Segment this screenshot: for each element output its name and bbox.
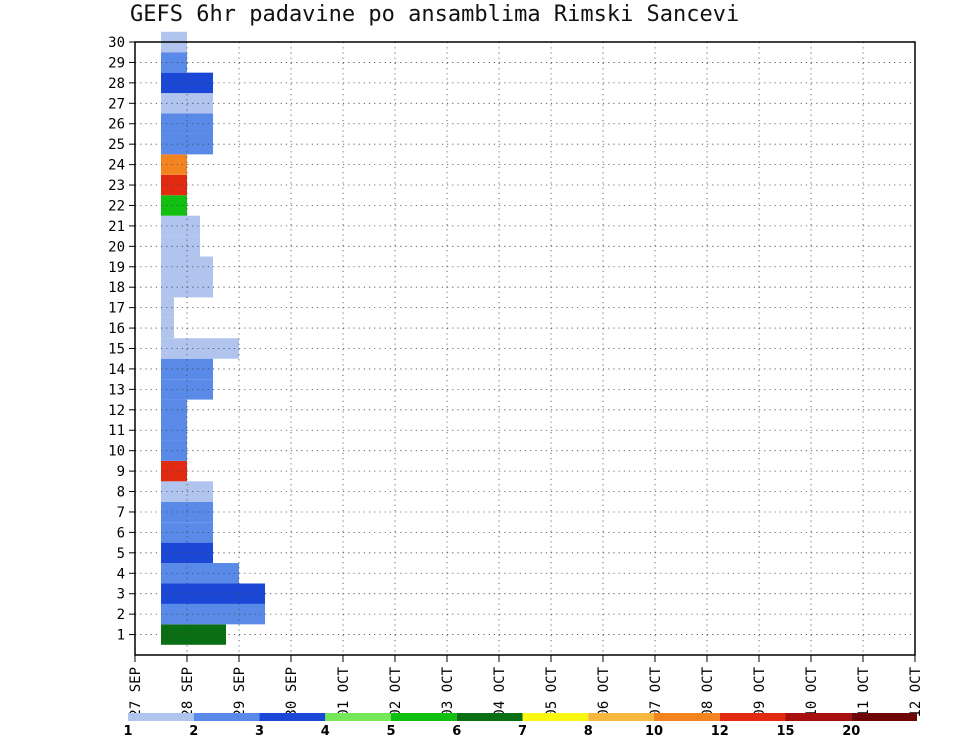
legend-label: 15 xyxy=(776,724,794,739)
y-tick-label: 22 xyxy=(108,198,125,214)
legend-swatch xyxy=(391,713,457,721)
x-tick-label: 30 SEP xyxy=(284,667,300,718)
x-tick-label: 09 OCT xyxy=(752,666,768,717)
x-tick-label: 10 OCT xyxy=(804,666,820,717)
y-tick-label: 1 xyxy=(117,628,125,644)
y-tick-label: 14 xyxy=(108,362,125,378)
y-tick-label: 4 xyxy=(117,566,125,582)
y-tick-label: 5 xyxy=(117,546,125,562)
x-tick-label: 04 OCT xyxy=(492,666,508,717)
x-tick-label: 02 OCT xyxy=(388,666,404,717)
y-tick-label: 15 xyxy=(108,342,125,358)
y-tick-label: 19 xyxy=(108,260,125,276)
y-tick-label: 20 xyxy=(108,239,125,255)
precip-cell xyxy=(161,174,187,196)
legend-swatch xyxy=(325,713,391,721)
y-tick-label: 2 xyxy=(117,607,125,623)
x-tick-label: 06 OCT xyxy=(596,666,612,717)
precip-cell xyxy=(161,399,187,421)
y-tick-label: 29 xyxy=(108,55,125,71)
y-tick-label: 18 xyxy=(108,280,125,296)
legend-swatch xyxy=(654,713,720,721)
precip-cell xyxy=(161,52,187,73)
precip-cell xyxy=(161,460,187,482)
chart-title: GEFS 6hr padavine po ansamblima Rimski S… xyxy=(130,2,740,27)
legend-label: 3 xyxy=(255,724,264,739)
x-tick-label: 07 OCT xyxy=(648,666,664,717)
legend-swatch xyxy=(456,713,523,721)
precip-cell xyxy=(161,297,174,318)
legend-label: 4 xyxy=(321,724,330,739)
legend-swatch xyxy=(259,713,326,721)
y-tick-label: 25 xyxy=(108,137,125,153)
precip-cell xyxy=(161,563,239,584)
precip-cell xyxy=(161,195,187,216)
precip-cell xyxy=(161,420,187,441)
legend-label: 20 xyxy=(842,724,860,739)
legend-label: 1 xyxy=(123,724,132,739)
x-tick-label: 29 SEP xyxy=(232,667,248,718)
y-tick-label: 17 xyxy=(108,301,125,317)
precip-cell xyxy=(161,215,200,237)
precip-cell xyxy=(161,338,239,359)
legend-swatch xyxy=(588,713,654,721)
y-tick-label: 26 xyxy=(108,117,125,133)
precip-cell xyxy=(161,154,187,175)
y-tick-label: 10 xyxy=(108,444,125,460)
y-tick-label: 8 xyxy=(117,485,125,501)
x-tick-label: 05 OCT xyxy=(544,666,560,717)
legend-label: 6 xyxy=(452,724,461,739)
y-tick-label: 16 xyxy=(108,321,125,337)
y-tick-label: 7 xyxy=(117,505,125,521)
legend-swatch xyxy=(128,713,194,721)
legend-swatch xyxy=(719,713,786,721)
legend-swatch xyxy=(785,713,852,721)
y-tick-label: 12 xyxy=(108,403,125,419)
legend-swatch xyxy=(193,713,260,721)
legend-label: 7 xyxy=(518,724,527,739)
y-tick-label: 21 xyxy=(108,219,125,235)
y-tick-label: 24 xyxy=(108,158,125,174)
x-tick-label: 01 OCT xyxy=(336,666,352,717)
legend-label: 12 xyxy=(711,724,729,739)
precip-cell xyxy=(161,236,200,257)
legend-label: 8 xyxy=(584,724,593,739)
legend-label: 5 xyxy=(386,724,395,739)
y-tick-label: 11 xyxy=(108,423,125,439)
legend-label: 10 xyxy=(645,724,663,739)
legend-label: 2 xyxy=(189,724,198,739)
y-tick-label: 3 xyxy=(117,587,125,603)
y-tick-label: 6 xyxy=(117,525,125,541)
legend-swatch xyxy=(522,713,589,721)
x-tick-label: 03 OCT xyxy=(440,666,456,717)
y-tick-label: 23 xyxy=(108,178,125,194)
y-tick-label: 28 xyxy=(108,76,125,92)
y-tick-label: 27 xyxy=(108,96,125,112)
x-tick-label: 27 SEP xyxy=(128,667,144,718)
x-tick-label: 28 SEP xyxy=(180,667,196,718)
precip-cell xyxy=(161,440,187,461)
x-tick-label: 08 OCT xyxy=(700,666,716,717)
y-tick-label: 30 xyxy=(108,35,125,51)
y-tick-label: 9 xyxy=(117,464,125,480)
x-tick-label: 11 OCT xyxy=(856,666,872,717)
legend-swatch xyxy=(851,713,917,721)
precip-cell xyxy=(161,317,174,339)
x-tick-label: 12 OCT xyxy=(908,666,924,717)
y-tick-label: 13 xyxy=(108,382,125,398)
precip-cell xyxy=(161,624,226,645)
